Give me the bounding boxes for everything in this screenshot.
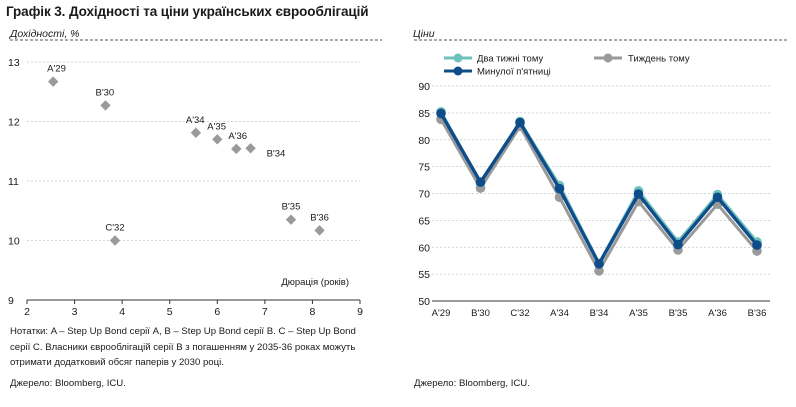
y-tick-label: 10 [8, 236, 20, 248]
series-line [439, 112, 759, 268]
x-tick-label: 8 [310, 306, 316, 318]
scatter-point [314, 225, 325, 236]
scatter-point [245, 143, 256, 154]
scatter-point [109, 235, 121, 246]
scatter-point [190, 127, 202, 139]
point-label: A'35 [207, 121, 226, 132]
x-tick-label: B'34 [590, 308, 609, 319]
x-tick-label: B'30 [471, 308, 490, 319]
legend-marker [603, 53, 613, 63]
point-label: B'30 [95, 87, 114, 98]
y-tick-label: 12 [8, 117, 20, 129]
y-tick-label: 60 [418, 242, 430, 254]
x-tick-label: B'35 [669, 308, 688, 319]
left-source: Джерело: Bloomberg, ICU. [10, 378, 126, 389]
series-point [594, 259, 604, 269]
x-tick-label: C'32 [510, 308, 529, 319]
x-axis-label: Дюрація (років) [281, 277, 349, 288]
x-tick-label: 5 [167, 306, 173, 318]
x-tick-label: A'36 [708, 308, 727, 319]
x-tick-label: A'35 [629, 308, 648, 319]
chart-notes: Нотатки: A – Step Up Bond серії A, B – S… [10, 326, 356, 368]
left-chart-ylabel: Дохідності, % [10, 28, 80, 40]
y-tick-label: 9 [8, 295, 14, 307]
series-point [633, 189, 644, 199]
legend-label: Тиждень тому [628, 54, 690, 65]
x-tick-label: 9 [357, 306, 363, 318]
scatter-point [285, 214, 297, 225]
legend-marker [453, 66, 463, 76]
series-point [554, 183, 565, 194]
series-point [436, 108, 446, 119]
right-source: Джерело: Bloomberg, ICU. [414, 378, 530, 389]
y-tick-label: 55 [418, 269, 430, 281]
series-point [712, 192, 723, 203]
x-tick-label: 2 [24, 306, 30, 318]
point-label: A'29 [47, 64, 66, 75]
series-line [439, 111, 759, 267]
x-tick-label: 3 [72, 306, 78, 318]
series-line [439, 118, 759, 274]
y-tick-label: 65 [418, 215, 430, 227]
y-tick-label: 70 [418, 189, 430, 201]
y-tick-label: 85 [418, 108, 430, 120]
scatter-point [212, 134, 223, 145]
y-tick-label: 13 [8, 57, 20, 69]
scatter-point [231, 143, 242, 155]
x-tick-label: 7 [262, 306, 268, 318]
scatter-point [100, 100, 111, 111]
y-tick-label: 50 [418, 296, 430, 308]
series-point [594, 266, 604, 276]
point-label: A'36 [228, 131, 247, 142]
point-label: B'34 [267, 148, 286, 159]
x-tick-label: B'36 [748, 308, 767, 319]
point-label: B'35 [282, 202, 301, 213]
y-tick-label: 11 [8, 176, 19, 188]
legend-label: Минулої п'ятниці [477, 67, 551, 78]
legend-label: Два тижні тому [477, 54, 543, 65]
point-label: C'32 [105, 223, 124, 234]
legend-marker [453, 53, 463, 63]
chart-title: Графік 3. Дохідності та ціни українських… [6, 4, 369, 19]
point-label: B'36 [310, 212, 329, 223]
y-tick-label: 90 [418, 81, 430, 93]
right-chart-ylabel: Ціни [413, 28, 435, 40]
series-point [515, 117, 525, 128]
series-point [673, 239, 683, 250]
x-tick-label: 4 [119, 306, 125, 318]
x-tick-label: 6 [214, 306, 220, 318]
series-point [752, 240, 762, 250]
point-label: A'34 [186, 115, 205, 126]
scatter-point [47, 76, 59, 87]
x-tick-label: A'34 [550, 308, 569, 319]
y-tick-label: 75 [418, 162, 430, 174]
x-tick-label: A'29 [432, 308, 451, 319]
series-point [475, 177, 486, 188]
y-tick-label: 80 [418, 135, 430, 147]
